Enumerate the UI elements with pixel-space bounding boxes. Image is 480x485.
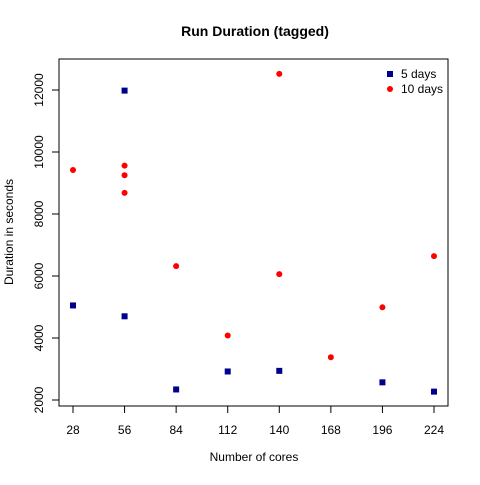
x-tick-label: 168 xyxy=(321,423,341,437)
data-point-circle xyxy=(121,162,128,169)
x-tick-label: 140 xyxy=(269,423,289,437)
data-point-circle xyxy=(276,271,283,278)
y-axis-label: Duration in seconds xyxy=(2,179,16,285)
legend-item: 5 days xyxy=(387,67,436,81)
data-point-square xyxy=(70,302,76,309)
data-point-square xyxy=(173,386,180,393)
series-1 xyxy=(70,87,437,395)
x-tick-label: 224 xyxy=(424,423,444,437)
y-tick-label: 10000 xyxy=(32,135,46,169)
data-point-circle xyxy=(121,189,128,196)
data-point-square xyxy=(431,388,437,395)
legend-marker-square xyxy=(387,71,393,77)
data-point-circle xyxy=(431,253,437,260)
x-axis: 28 56 84 112 140 168 196 224 xyxy=(66,405,444,437)
x-tick-label: 84 xyxy=(169,423,183,437)
x-tick-label: 112 xyxy=(218,423,237,437)
data-point-square xyxy=(379,379,386,386)
y-tick-label: 2000 xyxy=(32,386,46,413)
legend-item: 10 days xyxy=(387,82,443,96)
legend-label: 5 days xyxy=(401,67,436,81)
y-tick-label: 8000 xyxy=(32,200,46,227)
data-point-square xyxy=(121,87,128,94)
plot-frame xyxy=(58,58,449,407)
x-tick-label: 196 xyxy=(372,423,392,437)
x-tick-label: 56 xyxy=(118,423,132,437)
y-tick-label: 6000 xyxy=(32,262,46,289)
data-point-circle xyxy=(327,354,334,361)
y-tick-label: 4000 xyxy=(32,324,46,351)
y-axis: 2000 4000 6000 8000 10000 12000 xyxy=(32,73,60,413)
y-tick-label: 12000 xyxy=(32,73,46,107)
data-point-circle xyxy=(70,166,76,173)
data-point-circle xyxy=(276,70,283,77)
legend-label: 10 days xyxy=(401,82,443,96)
legend-marker-circle xyxy=(387,86,393,92)
data-point-circle xyxy=(173,263,180,270)
data-point-circle xyxy=(379,304,386,311)
series-2 xyxy=(70,70,437,361)
data-point-square xyxy=(121,313,128,320)
chart-title: Run Duration (tagged) xyxy=(181,23,329,39)
data-point-square xyxy=(276,367,283,374)
x-axis-label: Number of cores xyxy=(210,450,299,464)
data-point-circle xyxy=(121,172,128,179)
data-points xyxy=(70,70,437,395)
x-tick-label: 28 xyxy=(66,423,80,437)
data-point-square xyxy=(224,368,231,375)
data-point-circle xyxy=(224,332,231,339)
